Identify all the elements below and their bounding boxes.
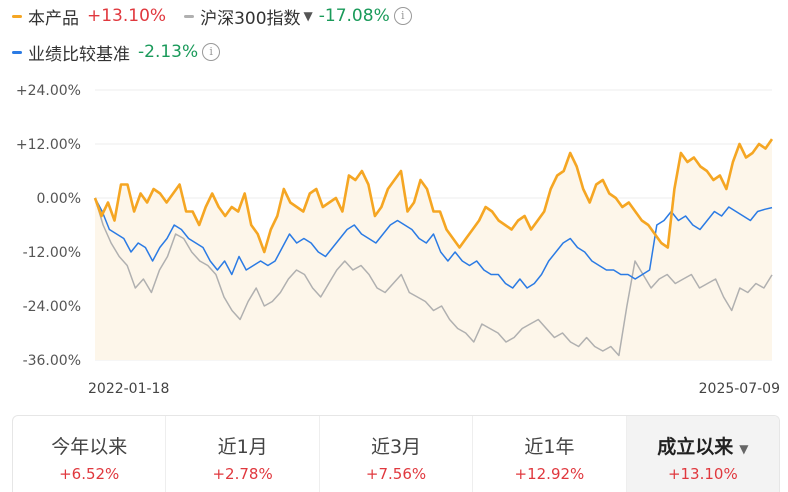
x-axis-labels: 2022-01-18 2025-07-09 (88, 381, 780, 397)
period-label-text: 近1年 (524, 435, 575, 458)
y-axis-labels: +24.00% +12.00% 0.00% -12.00% -24.00% -36.00% (16, 83, 81, 369)
y-tick-label: -36.00% (23, 353, 81, 369)
y-tick-label: -12.00% (23, 245, 81, 261)
period-tab-label: 成立以来 ▼ (657, 432, 748, 459)
y-tick-label: 0.00% (37, 191, 81, 207)
y-tick-label: +12.00% (16, 137, 81, 153)
period-label-text: 近3月 (370, 435, 422, 458)
product-area-fill (95, 139, 772, 360)
series-lines (93, 138, 774, 357)
chevron-down-icon[interactable]: ▼ (739, 441, 749, 456)
period-return-value: +13.10% (667, 464, 738, 483)
legend-benchmark[interactable]: 业绩比较基准 -2.13% i (12, 40, 221, 65)
period-return-value: +6.52% (59, 464, 120, 483)
legend-product-marker (12, 14, 22, 18)
period-tab[interactable]: 今年以来 +6.52% (13, 416, 167, 492)
period-tab[interactable]: 近3月 +7.56% (320, 416, 474, 492)
period-tab-label: 今年以来 (51, 432, 127, 459)
series-line-1 (94, 197, 773, 289)
legend-benchmark-name: 业绩比较基准 (28, 44, 130, 65)
period-tab[interactable]: 近1月 +2.78% (166, 416, 320, 492)
series-line-0 (93, 138, 774, 254)
period-return-value: +7.56% (365, 464, 427, 483)
period-label-text: 成立以来 (657, 435, 734, 458)
y-tick-label: -24.00% (23, 299, 81, 315)
index-dropdown-caret-icon[interactable]: ▼ (303, 9, 313, 23)
period-label-text: 近1月 (217, 435, 268, 458)
legend-index-marker (184, 14, 195, 18)
info-icon[interactable]: i (393, 7, 412, 25)
performance-line-chart[interactable]: +24.00% +12.00% 0.00% -12.00% -24.00% -36.00%… (0, 78, 788, 398)
period-tab[interactable]: 成立以来 ▼ +13.10% (626, 416, 779, 492)
info-icon[interactable]: i (202, 43, 221, 61)
series-line-2 (94, 197, 773, 357)
legend-index-name: 沪深300指数 (200, 8, 301, 29)
x-start-label: 2022-01-18 (88, 381, 169, 397)
period-tab-label: 近3月 (371, 432, 421, 459)
legend-index-value: -17.08% (318, 6, 390, 26)
period-tab-label: 近1月 (218, 432, 268, 459)
legend-benchmark-marker (12, 50, 22, 54)
period-label-text: 今年以来 (51, 435, 128, 458)
product-area (95, 139, 772, 360)
legend-product[interactable]: 本产品 +13.10% (12, 4, 166, 29)
legend-row-1: 本产品 +13.10% 沪深300指数 ▼ -17.08% i (12, 2, 430, 30)
period-selector: 今年以来 +6.52% 近1月 +2.78% 近3月 +7.56% 近1年 +12.92% 成立… (12, 415, 780, 492)
period-return-value: +12.92% (514, 464, 585, 483)
legend-benchmark-value: -2.13% (138, 42, 199, 62)
period-tab[interactable]: 近1年 +12.92% (473, 416, 627, 492)
x-end-label: 2025-07-09 (699, 381, 780, 397)
legend-product-name: 本产品 (28, 8, 79, 29)
legend-product-value: +13.10% (87, 6, 167, 26)
period-tab-label: 近1年 (524, 432, 574, 459)
legend-index[interactable]: 沪深300指数 ▼ -17.08% i (184, 4, 412, 29)
period-return-value: +2.78% (212, 464, 273, 483)
legend-row-2: 业绩比较基准 -2.13% i (12, 38, 238, 66)
y-tick-label: +24.00% (16, 83, 81, 99)
